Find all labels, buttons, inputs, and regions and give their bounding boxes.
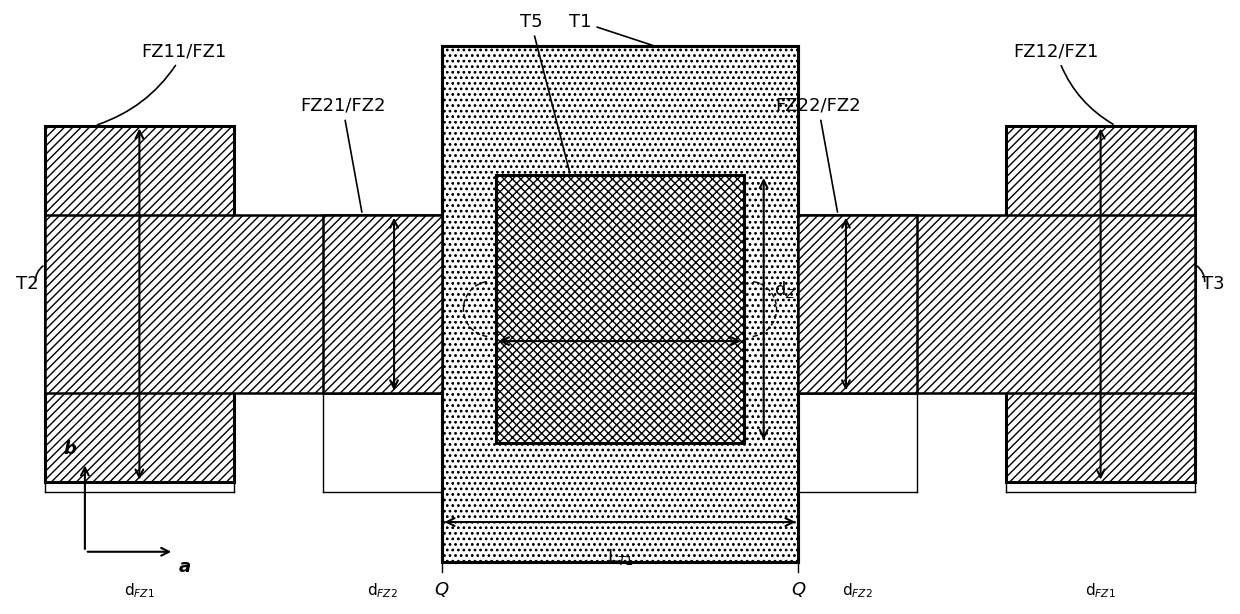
Bar	[799, 215, 918, 393]
Text: FZ12/FZ1: FZ12/FZ1	[1013, 42, 1114, 124]
Text: T2: T2	[16, 275, 38, 293]
Text: FZ22/FZ2: FZ22/FZ2	[775, 97, 861, 212]
Text: L$_{T1}$: L$_{T1}$	[606, 547, 634, 567]
Bar	[441, 47, 799, 562]
Text: Q: Q	[434, 581, 449, 599]
Text: d$_Z$: d$_Z$	[774, 279, 796, 300]
Text: FZ11/FZ1: FZ11/FZ1	[98, 42, 227, 125]
Bar	[441, 47, 799, 562]
Bar	[45, 215, 441, 393]
Bar	[496, 175, 744, 443]
Text: d$_{FZ1}$: d$_{FZ1}$	[1085, 581, 1116, 600]
Text: Q: Q	[791, 581, 806, 599]
Text: T1: T1	[569, 13, 653, 45]
Text: d$_{FZ2}$: d$_{FZ2}$	[367, 581, 398, 600]
Text: d$_{FZ2}$: d$_{FZ2}$	[842, 581, 873, 600]
Bar	[1007, 126, 1195, 483]
Bar	[322, 215, 441, 393]
Text: T5: T5	[520, 13, 569, 173]
Text: L$_Z$: L$_Z$	[610, 366, 630, 386]
Bar	[45, 126, 233, 483]
Text: T3: T3	[1202, 275, 1224, 293]
Text: d$_{FZ1}$: d$_{FZ1}$	[124, 581, 155, 600]
Text: a: a	[179, 558, 191, 576]
Bar	[799, 215, 1195, 393]
Text: FZ21/FZ2: FZ21/FZ2	[300, 97, 386, 212]
Text: b: b	[63, 440, 77, 457]
